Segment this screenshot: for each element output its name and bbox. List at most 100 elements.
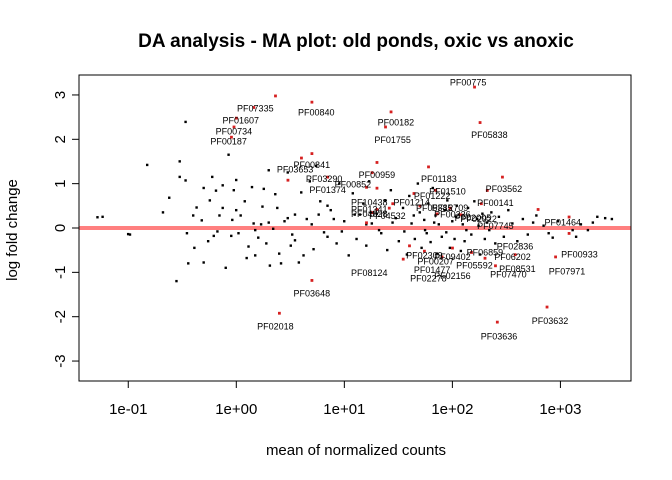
data-point <box>451 220 454 223</box>
significant-point <box>375 186 379 190</box>
point-label: PF01607 <box>223 116 260 126</box>
significant-point <box>365 185 368 189</box>
point-label: PF07971 <box>549 266 586 276</box>
y-tick-label: 3 <box>52 91 69 99</box>
point-label: PF02018 <box>257 321 294 331</box>
data-point <box>434 214 437 217</box>
point-label: PF08124 <box>351 268 388 278</box>
significant-point <box>300 156 303 160</box>
data-point <box>603 216 607 220</box>
data-point <box>448 246 452 250</box>
data-point <box>261 205 264 208</box>
data-point <box>420 246 423 250</box>
significant-point <box>448 206 452 210</box>
y-tick-label: -3 <box>52 354 69 367</box>
data-point <box>224 266 227 270</box>
point-label: PF06859 <box>467 247 504 257</box>
data-point <box>317 213 320 216</box>
data-point <box>235 208 238 212</box>
point-label: PF06202 <box>494 252 531 262</box>
data-point <box>293 239 297 242</box>
data-point <box>237 232 240 235</box>
data-point <box>526 233 530 236</box>
data-point <box>461 223 464 226</box>
significant-point <box>326 175 330 179</box>
data-point <box>389 189 393 192</box>
significant-point <box>473 85 476 89</box>
data-point <box>574 235 578 238</box>
point-label: PF01374 <box>309 185 346 195</box>
data-point <box>437 223 440 226</box>
point-label: PF00959 <box>359 170 396 180</box>
data-point <box>254 254 257 257</box>
data-point <box>221 184 224 187</box>
point-label: PF07745 <box>477 221 514 231</box>
significant-point <box>365 221 368 225</box>
data-point <box>391 221 394 224</box>
data-point <box>175 279 178 283</box>
data-point <box>239 214 242 217</box>
significant-point <box>235 116 238 120</box>
data-point <box>435 252 439 255</box>
data-point <box>403 230 406 233</box>
significant-point <box>494 264 497 268</box>
point-label: PF01464 <box>544 218 581 228</box>
data-point <box>271 227 275 230</box>
data-point <box>453 237 456 241</box>
plot-frame <box>78 74 632 382</box>
data-point <box>259 223 263 226</box>
data-point <box>297 261 301 264</box>
data-point <box>418 211 421 214</box>
data-point <box>187 262 190 265</box>
data-point <box>208 199 212 202</box>
data-point <box>178 175 181 179</box>
point-label: PF02836 <box>497 242 534 252</box>
point-label: PF01183 <box>421 174 457 184</box>
data-point <box>488 228 491 232</box>
data-point <box>416 182 420 185</box>
data-point <box>221 206 224 210</box>
data-point <box>521 217 525 221</box>
data-point <box>551 236 554 239</box>
data-point <box>502 235 506 238</box>
data-point <box>423 218 426 222</box>
data-point <box>247 245 250 248</box>
data-point <box>338 182 341 185</box>
data-point <box>367 180 371 183</box>
point-label: PF03632 <box>532 316 569 326</box>
data-point <box>200 219 203 222</box>
point-label: PF00775 <box>450 78 487 88</box>
significant-point <box>389 110 393 114</box>
data-point <box>347 254 350 257</box>
data-point <box>206 240 210 243</box>
data-point <box>276 206 279 210</box>
chart-title: DA analysis - MA plot: old ponds, oxic v… <box>138 31 574 52</box>
point-label: PF00852 <box>335 180 372 190</box>
data-point <box>516 240 519 243</box>
y-tick-label: 2 <box>52 135 69 143</box>
point-label: PF03562 <box>486 184 523 194</box>
point-label: PF02309 <box>406 250 443 260</box>
data-point <box>145 163 149 167</box>
significant-point <box>435 212 439 216</box>
data-point <box>310 223 313 226</box>
point-label: PF00182 <box>378 117 415 127</box>
data-point <box>394 216 397 220</box>
data-point <box>481 212 484 215</box>
points-layer <box>96 85 614 324</box>
data-point <box>455 204 458 207</box>
data-point <box>218 214 221 217</box>
data-point <box>128 233 132 236</box>
significant-point <box>274 94 277 98</box>
data-point <box>279 262 283 265</box>
data-point <box>355 237 358 241</box>
y-tick-label: 1 <box>52 179 69 187</box>
significant-point <box>423 249 426 253</box>
data-point <box>184 179 187 182</box>
data-point <box>274 192 277 196</box>
data-point <box>490 211 493 214</box>
point-label: PF02005 <box>455 213 492 223</box>
data-point <box>446 199 449 202</box>
data-point <box>475 217 479 221</box>
point-label: PF07470 <box>490 270 527 280</box>
